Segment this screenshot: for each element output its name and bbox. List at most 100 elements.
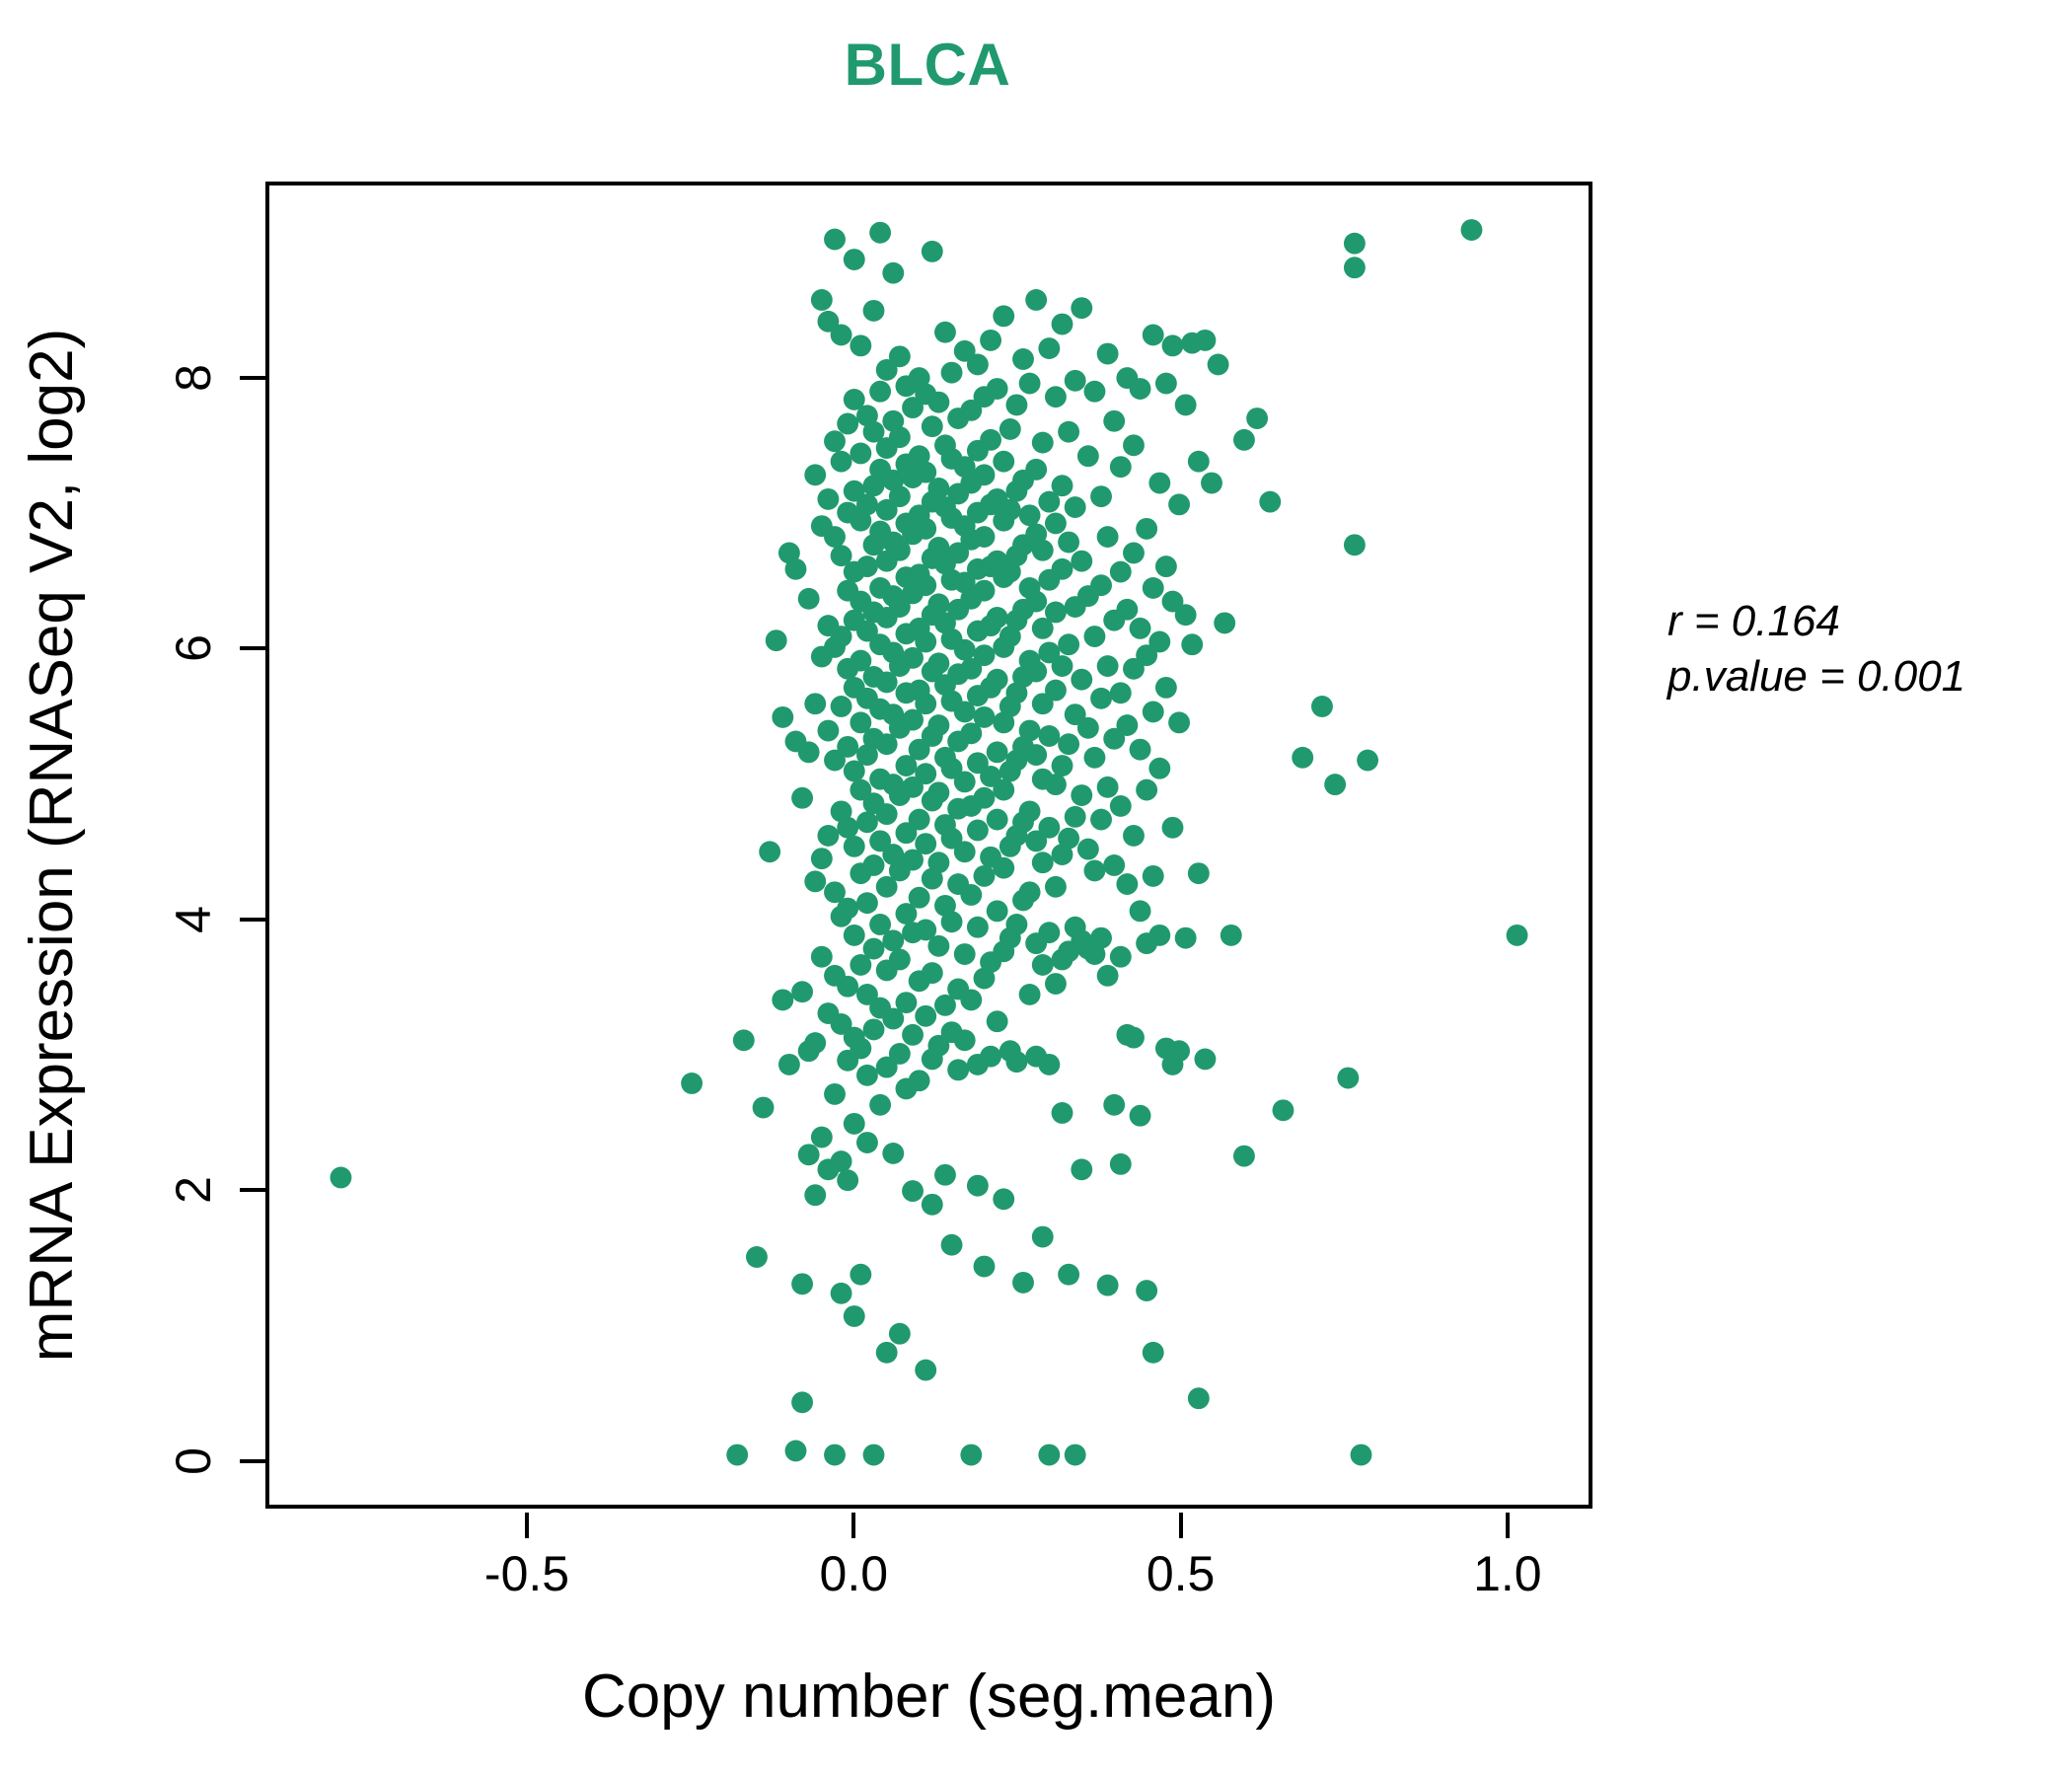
- data-point: [759, 841, 781, 863]
- data-point: [837, 412, 859, 435]
- data-point: [947, 1059, 970, 1081]
- data-point: [993, 856, 1015, 879]
- data-point: [791, 1391, 814, 1414]
- x-axis-tick-label: -0.5: [483, 1546, 570, 1601]
- data-point: [1337, 1067, 1360, 1089]
- data-point: [1142, 576, 1164, 599]
- data-point: [966, 819, 989, 842]
- data-point: [875, 671, 898, 694]
- data-point: [1083, 943, 1106, 965]
- data-point: [927, 934, 950, 957]
- data-point: [966, 916, 989, 938]
- data-point: [837, 975, 859, 998]
- data-point: [875, 803, 898, 826]
- data-point: [882, 929, 905, 952]
- data-point: [888, 596, 911, 618]
- data-point: [1025, 590, 1048, 613]
- data-point: [855, 493, 878, 516]
- data-point: [855, 983, 878, 1005]
- data-point: [927, 714, 950, 737]
- data-point: [1018, 372, 1041, 395]
- data-point: [1051, 475, 1073, 497]
- y-axis-tick-label: 8: [166, 364, 221, 392]
- data-point: [862, 937, 885, 960]
- data-point: [1058, 827, 1080, 850]
- data-point: [1058, 1263, 1080, 1286]
- x-axis-tick-label: 0.5: [1146, 1546, 1216, 1601]
- data-point: [888, 948, 911, 971]
- data-point: [993, 778, 1015, 801]
- data-point: [1051, 655, 1073, 677]
- data-point: [1096, 1274, 1119, 1296]
- data-point: [940, 1233, 963, 1256]
- data-point: [1129, 738, 1151, 761]
- data-point: [1142, 1341, 1164, 1364]
- x-axis-tick: [1505, 1513, 1510, 1538]
- data-point: [1154, 555, 1177, 578]
- data-point: [1076, 445, 1099, 468]
- data-point: [862, 475, 885, 497]
- data-point: [895, 755, 918, 777]
- data-point: [1018, 504, 1041, 527]
- data-point: [830, 1013, 852, 1035]
- data-point: [804, 870, 827, 893]
- data-point: [895, 992, 918, 1014]
- data-point: [1168, 1040, 1191, 1063]
- data-point: [895, 903, 918, 925]
- data-point: [960, 1443, 983, 1466]
- data-point: [855, 620, 878, 642]
- data-point: [953, 571, 976, 594]
- data-point: [1025, 744, 1048, 767]
- data-point: [1025, 830, 1048, 852]
- data-point: [1051, 313, 1073, 335]
- data-point: [986, 1010, 1008, 1033]
- data-point: [1090, 574, 1112, 597]
- data-point: [1038, 641, 1061, 664]
- data-point: [1246, 407, 1269, 429]
- data-point: [960, 989, 983, 1011]
- data-point: [1044, 512, 1067, 535]
- data-point: [824, 228, 846, 251]
- data-point: [966, 353, 989, 376]
- data-point: [824, 430, 846, 453]
- data-point: [973, 864, 996, 887]
- data-point: [804, 464, 827, 486]
- data-point: [934, 1163, 956, 1186]
- data-point: [927, 537, 950, 558]
- p-value-text: p.value = 0.001: [1667, 652, 1966, 702]
- data-point: [1109, 456, 1132, 479]
- data-point: [902, 708, 924, 731]
- data-point: [1018, 800, 1041, 823]
- data-point: [1012, 1271, 1034, 1294]
- data-point: [934, 994, 956, 1016]
- data-point: [1025, 458, 1048, 481]
- data-point: [681, 1073, 703, 1094]
- data-point: [1161, 816, 1184, 839]
- data-point: [1292, 746, 1314, 769]
- data-point: [921, 1193, 943, 1216]
- data-point: [1090, 926, 1112, 949]
- data-point: [1031, 431, 1054, 454]
- data-point: [888, 485, 911, 508]
- data-point: [1038, 337, 1061, 360]
- data-point: [927, 478, 950, 499]
- data-point: [993, 1188, 1015, 1211]
- data-point: [902, 776, 924, 798]
- data-point: [1031, 617, 1054, 639]
- data-point: [830, 1150, 852, 1173]
- data-point: [1031, 851, 1054, 874]
- data-point: [986, 741, 1008, 764]
- data-point: [875, 733, 898, 756]
- data-point: [1129, 617, 1151, 639]
- data-point: [1174, 926, 1197, 949]
- data-point: [784, 1440, 807, 1462]
- data-point: [824, 1082, 846, 1105]
- data-point: [1090, 808, 1112, 831]
- data-point: [1148, 472, 1171, 494]
- data-point: [1038, 1053, 1061, 1075]
- data-point: [1460, 219, 1483, 241]
- data-point: [993, 450, 1015, 473]
- data-point: [817, 487, 840, 510]
- data-point: [1109, 795, 1132, 817]
